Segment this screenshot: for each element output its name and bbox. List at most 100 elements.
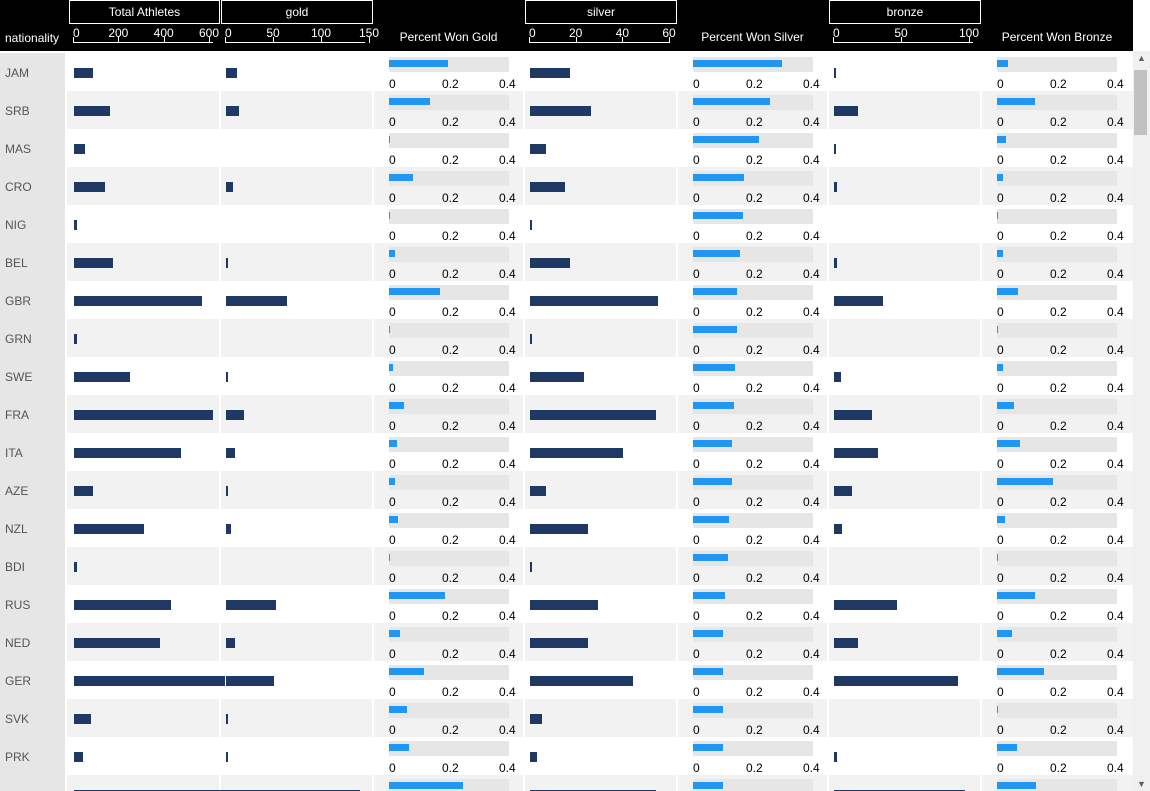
percent-bar xyxy=(693,326,737,333)
nationality-cell: RUS xyxy=(0,585,67,623)
total-axis-line xyxy=(73,42,213,43)
gold-axis-tick xyxy=(369,37,370,43)
percent-axis-label: 0.4 xyxy=(1107,723,1124,737)
table-row[interactable]: JAM 0 0.2 0.4 0 0.2 0.4 0 0.2 0.4 xyxy=(0,53,1133,91)
pct-bronze-cell: 0 0.2 0.4 xyxy=(981,737,1133,775)
percent-silver-label: Percent Won Silver xyxy=(701,30,804,44)
percent-axis-label: 0 xyxy=(389,229,396,243)
table-row[interactable]: GRN 0 0.2 0.4 0 0.2 0.4 0 0.2 0.4 xyxy=(0,319,1133,357)
silver-cell xyxy=(525,319,678,357)
table-row[interactable]: ITA 0 0.2 0.4 0 0.2 0.4 0 0.2 0.4 xyxy=(0,433,1133,471)
table-row[interactable]: FRA 0 0.2 0.4 0 0.2 0.4 0 0.2 0.4 xyxy=(0,395,1133,433)
percent-axis-label: 0.4 xyxy=(499,115,516,129)
silver-cell xyxy=(525,357,678,395)
bronze-cell xyxy=(829,319,982,357)
table-row[interactable]: MAS 0 0.2 0.4 0 0.2 0.4 0 0.2 0.4 xyxy=(0,129,1133,167)
table-row[interactable]: RUS 0 0.2 0.4 0 0.2 0.4 0 0.2 0.4 xyxy=(0,585,1133,623)
total-cell xyxy=(69,319,221,357)
percent-axis-label: 0.4 xyxy=(1107,647,1124,661)
gold-bar xyxy=(226,372,228,382)
percent-axis-label: 0.2 xyxy=(1050,229,1067,243)
pct-gold-mini-chart: 0 0.2 0.4 xyxy=(389,585,519,623)
pct-gold-cell: 0 0.2 0.4 xyxy=(373,623,525,661)
table-row[interactable]: AZE 0 0.2 0.4 0 0.2 0.4 0 0.2 0.4 xyxy=(0,471,1133,509)
pct-gold-mini-chart: 0 0.2 0.4 xyxy=(389,53,519,91)
table-header: nationality Total Athletes 0 200 400 600 go… xyxy=(0,0,1133,51)
total-axis-tick xyxy=(209,37,210,43)
table-row[interactable]: NZL 0 0.2 0.4 0 0.2 0.4 0 0.2 0.4 xyxy=(0,509,1133,547)
gold-bar xyxy=(226,600,276,610)
pct-gold-mini-chart: 0 0.2 0.4 xyxy=(389,357,519,395)
pct-bronze-cell: 0 0.2 0.4 xyxy=(981,357,1133,395)
pct-silver-cell: 0 0.2 0.4 xyxy=(677,433,829,471)
pct-gold-mini-chart: 0 0.2 0.4 xyxy=(389,471,519,509)
nationality-header[interactable]: nationality xyxy=(0,0,67,51)
scroll-down-icon[interactable]: ▼ xyxy=(1137,779,1146,789)
percent-axis-label: 0 xyxy=(693,343,700,357)
percent-track xyxy=(997,209,1117,224)
scroll-up-icon[interactable]: ▲ xyxy=(1137,53,1146,63)
pct-silver-mini-chart: 0 0.2 0.4 xyxy=(693,661,823,699)
percent-bar xyxy=(997,440,1020,447)
pct-bronze-cell: 0 0.2 0.4 xyxy=(981,471,1133,509)
percent-axis-label: 0.4 xyxy=(803,609,820,623)
table-row[interactable]: PRK 0 0.2 0.4 0 0.2 0.4 0 0.2 0.4 xyxy=(0,737,1133,775)
pct-gold-cell: 0 0.2 0.4 xyxy=(373,699,525,737)
pct-bronze-mini-chart: 0 0.2 0.4 xyxy=(997,585,1127,623)
percent-axis-label: 0.2 xyxy=(746,115,763,129)
pct-silver-cell: 0 0.2 0.4 xyxy=(677,661,829,699)
scrollbar-thumb[interactable] xyxy=(1134,70,1147,135)
percent-bar xyxy=(997,744,1017,751)
percent-bar xyxy=(997,516,1005,523)
percent-axis-label: 0.2 xyxy=(442,495,459,509)
table-row[interactable]: 00.20.4 00.20.4 00.20.4 xyxy=(0,775,1133,791)
bronze-cell xyxy=(829,129,982,167)
silver-header[interactable]: silver 0 20 40 60 xyxy=(525,0,677,51)
bronze-bar xyxy=(834,676,958,686)
table-row[interactable]: GBR 0 0.2 0.4 0 0.2 0.4 0 0.2 0.4 xyxy=(0,281,1133,319)
vertical-scrollbar[interactable]: ▲ ▼ xyxy=(1133,51,1150,791)
percent-axis-label: 0 xyxy=(997,153,1004,167)
table-row[interactable]: NED 0 0.2 0.4 0 0.2 0.4 0 0.2 0.4 xyxy=(0,623,1133,661)
table-row[interactable]: BEL 0 0.2 0.4 0 0.2 0.4 0 0.2 0.4 xyxy=(0,243,1133,281)
pct-bronze-mini-chart: 0 0.2 0.4 xyxy=(997,737,1127,775)
percent-axis-label: 0.2 xyxy=(746,723,763,737)
percent-axis-label: 0 xyxy=(693,153,700,167)
bronze-cell xyxy=(829,509,982,547)
percent-axis-label: 0 xyxy=(693,495,700,509)
percent-track xyxy=(389,703,509,718)
table-row[interactable]: CRO 0 0.2 0.4 0 0.2 0.4 0 0.2 0.4 xyxy=(0,167,1133,205)
silver-bar xyxy=(530,714,542,724)
gold-bar xyxy=(226,524,231,534)
gold-bar xyxy=(226,714,228,724)
percent-silver-header[interactable]: Percent Won Silver xyxy=(677,0,828,51)
total-athletes-header[interactable]: Total Athletes 0 200 400 600 xyxy=(69,0,220,51)
percent-axis-label: 0.2 xyxy=(1050,723,1067,737)
table-row[interactable]: SVK 0 0.2 0.4 0 0.2 0.4 0 0.2 0.4 xyxy=(0,699,1133,737)
table-row[interactable]: GER 0 0.2 0.4 0 0.2 0.4 0 0.2 0.4 xyxy=(0,661,1133,699)
table-body: JAM 0 0.2 0.4 0 0.2 0.4 0 0.2 0.4 SRB 0 0.2 0.4 0 0.2 0.… xyxy=(0,51,1133,791)
gold-bar xyxy=(226,296,288,306)
percent-axis-label: 0.4 xyxy=(803,723,820,737)
percent-bar xyxy=(389,60,448,67)
silver-bar xyxy=(530,600,598,610)
bronze-header[interactable]: bronze 0 50 100 xyxy=(829,0,981,51)
percent-bronze-header[interactable]: Percent Won Bronze xyxy=(981,0,1133,51)
percent-track xyxy=(389,741,509,756)
table-row[interactable]: NIG 0 0.2 0.4 0 0.2 0.4 0 0.2 0.4 xyxy=(0,205,1133,243)
gold-cell xyxy=(221,91,374,129)
gold-header[interactable]: gold 0 50 100 150 xyxy=(221,0,379,51)
gold-bar xyxy=(226,68,237,78)
percent-track xyxy=(693,703,813,718)
percent-axis-label: 0.2 xyxy=(746,305,763,319)
percent-gold-header[interactable]: Percent Won Gold xyxy=(373,0,524,51)
percent-bar xyxy=(997,554,998,561)
silver-bar xyxy=(530,106,591,116)
table-row[interactable]: SWE 0 0.2 0.4 0 0.2 0.4 0 0.2 0.4 xyxy=(0,357,1133,395)
percent-track xyxy=(389,627,509,642)
table-row[interactable]: SRB 0 0.2 0.4 0 0.2 0.4 0 0.2 0.4 xyxy=(0,91,1133,129)
percent-axis-label: 0 xyxy=(693,571,700,585)
percent-axis-label: 0.4 xyxy=(803,419,820,433)
percent-axis-label: 0.2 xyxy=(1050,571,1067,585)
table-row[interactable]: BDI 0 0.2 0.4 0 0.2 0.4 0 0.2 0.4 xyxy=(0,547,1133,585)
